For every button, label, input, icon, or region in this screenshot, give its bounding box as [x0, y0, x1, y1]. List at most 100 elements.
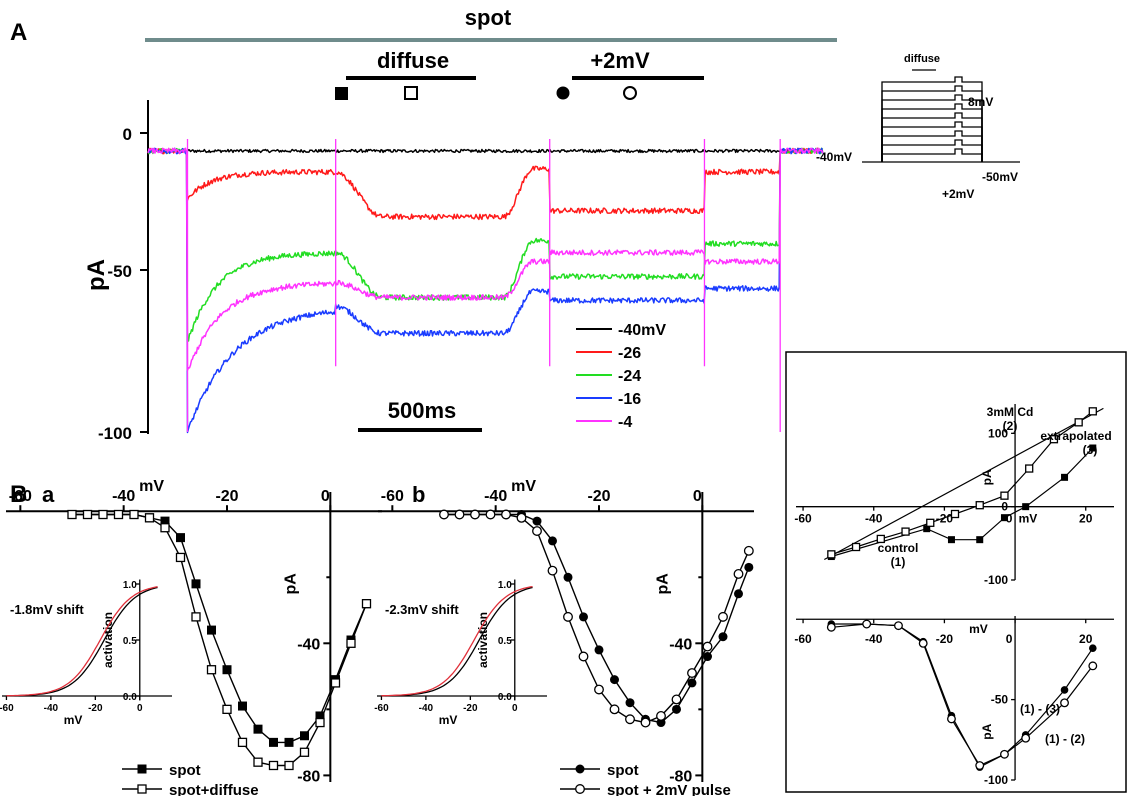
data-point — [268, 760, 279, 771]
data-point — [625, 714, 635, 725]
legend-marker — [137, 764, 147, 774]
data-point — [625, 698, 635, 708]
data-point — [610, 675, 619, 685]
data-point — [718, 611, 728, 622]
subtraction-panel-frame — [785, 351, 1127, 793]
data-point — [1060, 686, 1069, 694]
inset-y-label: activation — [476, 612, 490, 668]
data-point — [548, 536, 557, 546]
data-point — [827, 550, 836, 559]
data-point — [454, 509, 465, 520]
series-line — [824, 407, 1104, 561]
y-tick-label: -40 — [297, 636, 320, 653]
x-tick-label: -20 — [215, 488, 238, 505]
pulse-bar-label: +2mV — [590, 48, 650, 73]
data-point — [687, 678, 697, 688]
inset-x-tick-label: -40 — [44, 703, 59, 714]
data-point — [671, 694, 682, 705]
legend-label: spot — [169, 762, 201, 779]
annotation-control: control — [878, 541, 919, 555]
x-tick-label: 0 — [693, 488, 702, 505]
x-axis-label: mV — [511, 478, 536, 495]
y-tick-label: 0 — [1001, 500, 1008, 514]
x-tick-label: -40 — [112, 488, 135, 505]
data-point — [947, 714, 956, 724]
x-tick-label: 0 — [321, 488, 330, 505]
data-point — [253, 724, 263, 734]
data-point — [1060, 698, 1069, 708]
data-point — [744, 562, 754, 572]
data-point — [1089, 444, 1097, 452]
x-tick-label: 0 — [1006, 632, 1013, 646]
data-point — [222, 665, 232, 675]
iv-subtraction-bottom: -60 -40 -20 0 20 -50 -100 mV pA (1) - (3) (1) - (2… — [794, 616, 1114, 787]
data-point — [975, 501, 984, 510]
data-point — [299, 747, 310, 757]
inset-x-tick-label: -60 — [0, 703, 14, 714]
data-point — [160, 523, 170, 533]
voltage-protocol: diffuse 8mV -40mV -50mV +2mV — [816, 53, 1020, 201]
data-point — [579, 612, 588, 622]
inset-x-tick-label: -20 — [88, 703, 103, 714]
data-point — [594, 645, 604, 655]
x-axis-label: mV — [139, 478, 164, 495]
legend-label-minus16: -16 — [618, 391, 641, 408]
data-point — [207, 625, 216, 635]
data-point — [862, 619, 872, 629]
data-point — [702, 641, 713, 652]
legend-label-minus4: -4 — [618, 414, 632, 431]
data-point — [238, 701, 247, 711]
legend-a: -40mV -26 -24 -16 -4 — [576, 322, 666, 431]
trace-minus26 — [147, 147, 824, 221]
annotation-a: (1) - (3) — [1020, 702, 1060, 716]
pulse-bar — [572, 76, 704, 80]
data-point — [222, 704, 232, 714]
inset-y-tick-label: 0.5 — [123, 636, 137, 647]
y-tick-label: -80 — [669, 768, 692, 785]
x-tick-label: -60 — [9, 488, 32, 505]
data-point — [470, 509, 480, 520]
protocol-step — [881, 121, 983, 162]
data-point — [1074, 418, 1083, 427]
y-tick-label: 100 — [988, 426, 1008, 440]
inset-shifted-curve — [6, 586, 158, 697]
data-point — [1000, 514, 1008, 522]
data-point — [315, 711, 325, 721]
y-tick-label: -50 — [991, 693, 1009, 707]
protocol-bottom-label: -50mV — [982, 170, 1018, 184]
data-point — [284, 760, 294, 771]
protocol-step — [881, 85, 983, 162]
panel-label-b-b: b — [412, 482, 425, 507]
inset-x-label: mV — [439, 713, 458, 727]
data-point — [1089, 644, 1097, 652]
protocol-step — [881, 148, 983, 162]
inset-y-label: activation — [101, 612, 115, 668]
data-point — [563, 572, 573, 582]
annotation-control_num: (1) — [891, 555, 906, 569]
data-point — [1049, 435, 1059, 444]
data-point — [300, 731, 309, 741]
data-point — [1000, 749, 1009, 759]
data-point — [901, 527, 910, 536]
current-traces — [147, 138, 824, 434]
data-point — [656, 711, 666, 721]
x-axis-label: mV — [969, 622, 988, 636]
data-point — [826, 622, 836, 632]
y-tick-label: -80 — [297, 768, 320, 785]
inset-x-tick-label: 0 — [137, 703, 143, 714]
legend-marker — [575, 764, 585, 774]
open-circle-marker — [623, 86, 637, 100]
diffuse-bar — [346, 76, 476, 80]
data-point — [918, 638, 928, 648]
data-point — [926, 518, 935, 527]
y-axis-label: pA — [654, 573, 671, 595]
protocol-step — [881, 103, 983, 162]
data-point — [718, 632, 728, 642]
legend-label: spot + 2mV pulse — [607, 782, 731, 796]
data-point — [361, 599, 372, 609]
legend-marker — [137, 784, 147, 794]
legend-label: spot+diffuse — [169, 782, 259, 796]
data-point — [976, 536, 984, 544]
data-point — [1000, 491, 1009, 500]
